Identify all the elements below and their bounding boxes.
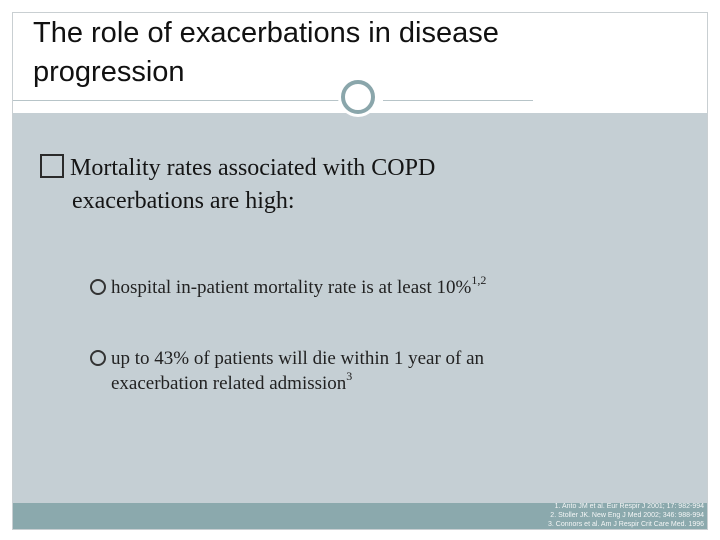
main-bullet: Mortality rates associated with COPD exa… — [40, 152, 660, 218]
slide-title: The role of exacerbations in disease pro… — [33, 14, 673, 92]
title-line-1: The role of exacerbations in disease — [33, 17, 499, 49]
square-box-icon — [40, 154, 64, 178]
main-bullet-line-2: exacerbations are high: — [72, 188, 295, 214]
title-line-2: progression — [33, 56, 185, 88]
sub-bullet-1: hospital in-patient mortality rate is at… — [90, 272, 650, 300]
title-divider-right — [383, 100, 533, 101]
reference-2: 2. Stoller JK. New Eng J Med 2002; 346: … — [550, 512, 704, 519]
footer-bar — [13, 503, 708, 529]
content-panel — [13, 113, 708, 503]
reference-1: 1. Anto JM et al. Eur Respir J 2001; 17:… — [554, 503, 704, 510]
reference-3: 3. Connors et al. Am J Respir Crit Care … — [547, 521, 704, 528]
sub-bullet-2-line-1: up to 43% of patients will die within 1 … — [111, 348, 485, 369]
references: 1. Anto JM et al. Eur Respir J 2001; 17:… — [404, 502, 704, 529]
sub-bullet-2-line-2: exacerbation related admission — [111, 373, 347, 394]
main-bullet-line-1: Mortality rates associated with COPD — [70, 155, 436, 181]
circle-icon — [341, 80, 375, 114]
slide-frame — [12, 12, 708, 530]
sub-bullet-2-ref: 3 — [346, 368, 353, 383]
sub-bullet-1-text: hospital in-patient mortality rate is at… — [111, 277, 472, 298]
ring-bullet-icon — [90, 350, 106, 366]
title-divider-left — [13, 100, 343, 101]
ring-bullet-icon — [90, 279, 106, 295]
sub-bullet-1-ref: 1,2 — [471, 272, 487, 287]
sub-bullet-2: up to 43% of patients will die within 1 … — [90, 346, 650, 396]
